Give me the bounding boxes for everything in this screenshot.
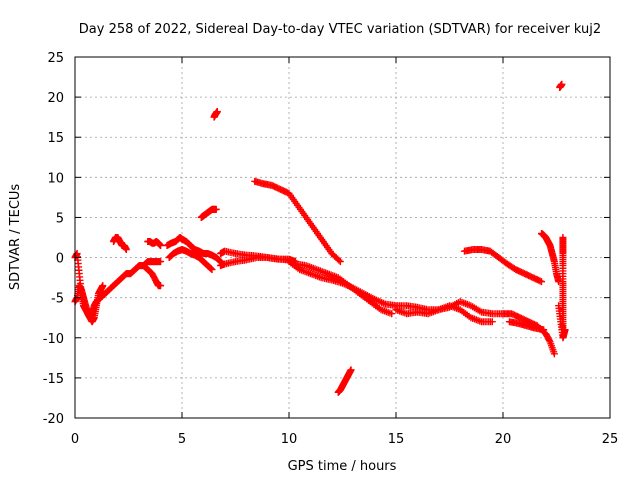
y-tick-label: -5: [51, 292, 64, 307]
y-tick-label: 15: [47, 131, 64, 146]
x-tick-label: 20: [495, 432, 512, 447]
y-tick-label: -15: [43, 372, 64, 387]
data-point: [208, 266, 216, 274]
x-tick-label: 10: [281, 432, 298, 447]
series-arc-10.5-15h-b: [291, 260, 396, 318]
y-tick-label: 20: [47, 91, 64, 106]
series-arc-15-20h-b: [392, 302, 496, 326]
series-arc-20-22.5h: [499, 310, 558, 358]
series-arc-4.5h: [163, 234, 225, 266]
series-arc-18-22h-upper: [460, 246, 546, 286]
data-point: [347, 366, 355, 374]
data-point: [157, 258, 165, 266]
data-point: [388, 310, 396, 318]
data-points: [71, 80, 569, 396]
data-point: [336, 258, 344, 266]
series-arc-7-10h-b: [217, 254, 299, 270]
series-arc-20.3-22h-b: [505, 318, 548, 334]
series-arc-22.8h-vertical: [559, 234, 567, 334]
data-point: [99, 282, 107, 290]
data-point: [488, 318, 496, 326]
x-axis-label: GPS time / hours: [288, 459, 397, 474]
data-point: [212, 205, 220, 213]
series-arc-22.7h-top: [556, 80, 566, 91]
series-arc-3.5h: [144, 238, 165, 250]
data-point: [540, 326, 548, 334]
data-point: [550, 350, 558, 358]
series-arc-5h-low: [165, 246, 216, 274]
series-arc-2h: [110, 234, 130, 254]
y-tick-label: -20: [43, 412, 64, 427]
plot-frame: [74, 56, 611, 419]
y-axis-label: SDTVAR / TECUs: [8, 184, 23, 291]
series-arc-6.5h-top: [210, 108, 221, 121]
series-arc-21.8-22.5h: [538, 229, 563, 286]
series-arc-6h-high: [197, 205, 220, 221]
data-point: [335, 256, 343, 264]
x-tick-label: 5: [178, 432, 186, 447]
data-point: [559, 326, 567, 334]
chart-title: Day 258 of 2022, Sidereal Day-to-day VTE…: [79, 22, 601, 37]
ticks: 0 5 10 15 20 25 -20 -15 -10 -5 0 5 10 15 20 25: [43, 51, 619, 447]
series-arc-12.5h-bottom: [334, 366, 355, 396]
x-tick-label: 25: [602, 432, 619, 447]
data-point: [213, 108, 221, 116]
y-tick-label: -10: [43, 332, 64, 347]
y-tick-label: 5: [56, 211, 64, 226]
y-tick-label: 10: [47, 171, 64, 186]
data-point: [157, 282, 165, 290]
series-arc-3.5h-down: [139, 262, 165, 290]
data-point: [558, 80, 566, 88]
series-arc-8.5-12.5h-upper: [251, 177, 344, 266]
data-point: [545, 336, 553, 344]
y-tick-label: 25: [47, 51, 64, 66]
grid: [75, 57, 610, 418]
x-tick-label: 15: [388, 432, 405, 447]
data-point: [538, 278, 546, 286]
x-tick-label: 0: [71, 432, 79, 447]
data-point: [157, 242, 165, 250]
y-tick-label: 0: [56, 252, 64, 267]
data-point: [122, 246, 130, 254]
